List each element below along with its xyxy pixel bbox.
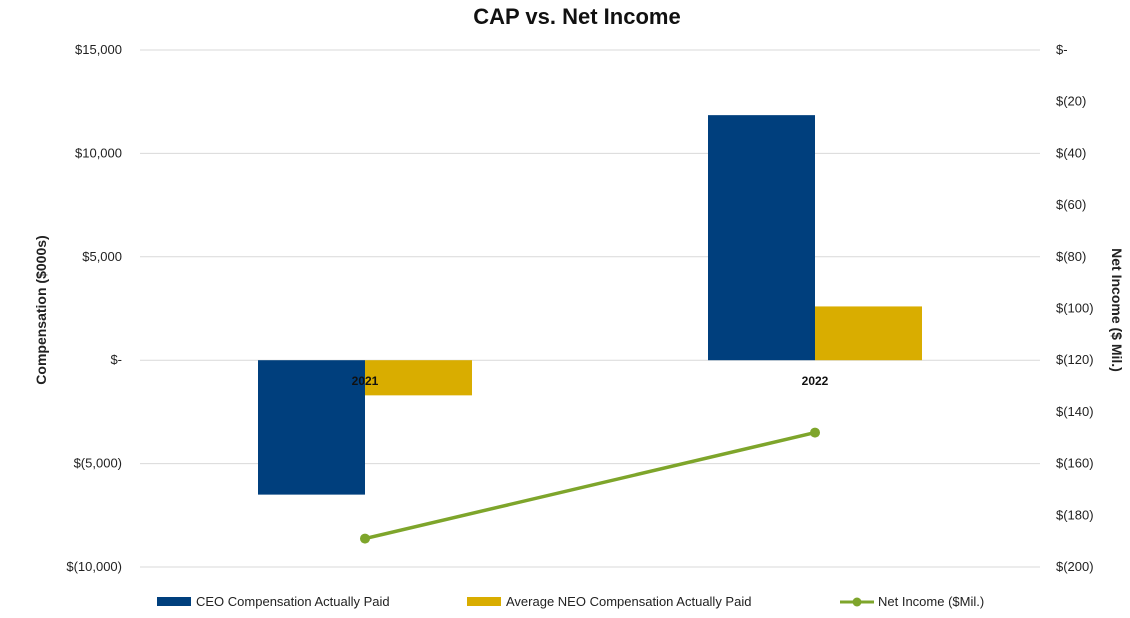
- legend-label: Average NEO Compensation Actually Paid: [506, 594, 751, 609]
- y-tick-label: $15,000: [75, 42, 122, 57]
- y-tick-label: $(10,000): [66, 559, 122, 574]
- chart-title: CAP vs. Net Income: [473, 4, 680, 29]
- legend-marker: [852, 597, 862, 607]
- bar-ceo-2021: [258, 360, 365, 495]
- net-income-line: [364, 430, 816, 541]
- y2-tick-label: $(160): [1056, 456, 1094, 471]
- bar-ceo-2022: [708, 115, 815, 361]
- y-tick-label: $-: [110, 352, 122, 367]
- legend-label: CEO Compensation Actually Paid: [196, 594, 390, 609]
- bar-neo-2021: [365, 360, 472, 396]
- y2-tick-label: $-: [1056, 42, 1068, 57]
- y2-tick-label: $(100): [1056, 301, 1094, 316]
- legend-swatch: [157, 597, 191, 606]
- y-axis-title: Compensation ($000s): [33, 235, 49, 384]
- legend-label: Net Income ($Mil.): [878, 594, 984, 609]
- y2-tick-label: $(200): [1056, 559, 1094, 574]
- y2-tick-label: $(20): [1056, 94, 1086, 109]
- y2-axis-title: Net Income ($ Mil.): [1109, 248, 1125, 372]
- x-category-label: 2021: [352, 374, 379, 388]
- y-tick-label: $(5,000): [74, 456, 122, 471]
- y2-tick-label: $(180): [1056, 507, 1094, 522]
- y2-tick-label: $(40): [1056, 145, 1086, 160]
- legend-swatch: [467, 597, 501, 606]
- bar-neo-2022: [815, 306, 922, 361]
- y2-tick-label: $(60): [1056, 197, 1086, 212]
- y-tick-label: $10,000: [75, 145, 122, 160]
- y-tick-label: $5,000: [82, 249, 122, 264]
- y2-tick-label: $(120): [1056, 352, 1094, 367]
- x-category-label: 2022: [802, 374, 829, 388]
- y2-tick-label: $(140): [1056, 404, 1094, 419]
- net-income-point: [360, 533, 370, 544]
- net-income-point: [810, 427, 820, 438]
- y2-tick-label: $(80): [1056, 249, 1086, 264]
